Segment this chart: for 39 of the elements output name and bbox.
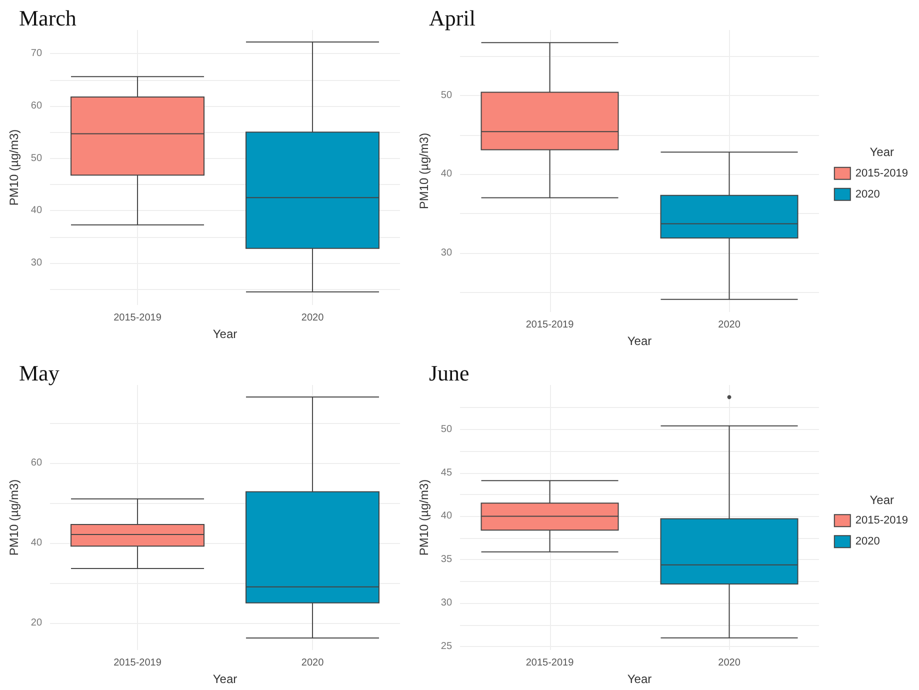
y-tick-label: 30 — [440, 598, 452, 609]
x-tick-label: 2020 — [718, 658, 741, 668]
x-axis-title: Year — [627, 672, 652, 686]
y-tick-label: 70 — [30, 48, 42, 60]
legend-title: Year — [870, 144, 894, 159]
legend-label: 2015-2019 — [855, 514, 908, 527]
y-tick-label: 30 — [440, 247, 452, 258]
y-tick-label: 45 — [440, 467, 452, 478]
y-tick-label: 50 — [440, 424, 452, 435]
chart-title: April — [429, 6, 476, 30]
legend-title: Year — [870, 493, 894, 507]
y-tick-label: 25 — [440, 641, 452, 652]
y-axis-title: PM10 (µg/m3) — [417, 479, 431, 556]
x-tick-label: 2015-2019 — [114, 658, 162, 668]
y-tick-label: 40 — [30, 205, 42, 216]
y-tick-label: 40 — [30, 537, 42, 548]
x-axis-title: Year — [212, 672, 238, 686]
y-axis-title: PM10 (µg/m3) — [417, 132, 431, 210]
y-tick-label: 50 — [30, 152, 42, 164]
x-tick-label: 2020 — [301, 658, 324, 668]
y-tick-label: 40 — [440, 168, 452, 180]
y-axis-title: PM10 (µg/m3) — [7, 129, 21, 206]
chart-title: May — [19, 360, 60, 386]
chart-title: June — [429, 360, 470, 386]
x-axis-title: Year — [212, 326, 238, 341]
y-axis-title: PM10 (µg/m3) — [7, 479, 21, 556]
x-tick-label: 2015-2019 — [526, 658, 574, 668]
x-axis-title: Year — [627, 334, 652, 348]
legend-label: 2020 — [855, 188, 880, 200]
y-tick-label: 50 — [440, 90, 452, 101]
y-tick-label: 30 — [30, 258, 42, 269]
chart-title: March — [19, 6, 76, 30]
y-tick-label: 60 — [30, 457, 42, 468]
y-tick-label: 35 — [440, 554, 452, 566]
legend-label: 2020 — [855, 536, 880, 548]
legend-label: 2015-2019 — [855, 167, 908, 180]
y-tick-label: 60 — [30, 100, 42, 112]
y-tick-label: 20 — [30, 617, 42, 628]
y-tick-label: 40 — [440, 510, 452, 522]
